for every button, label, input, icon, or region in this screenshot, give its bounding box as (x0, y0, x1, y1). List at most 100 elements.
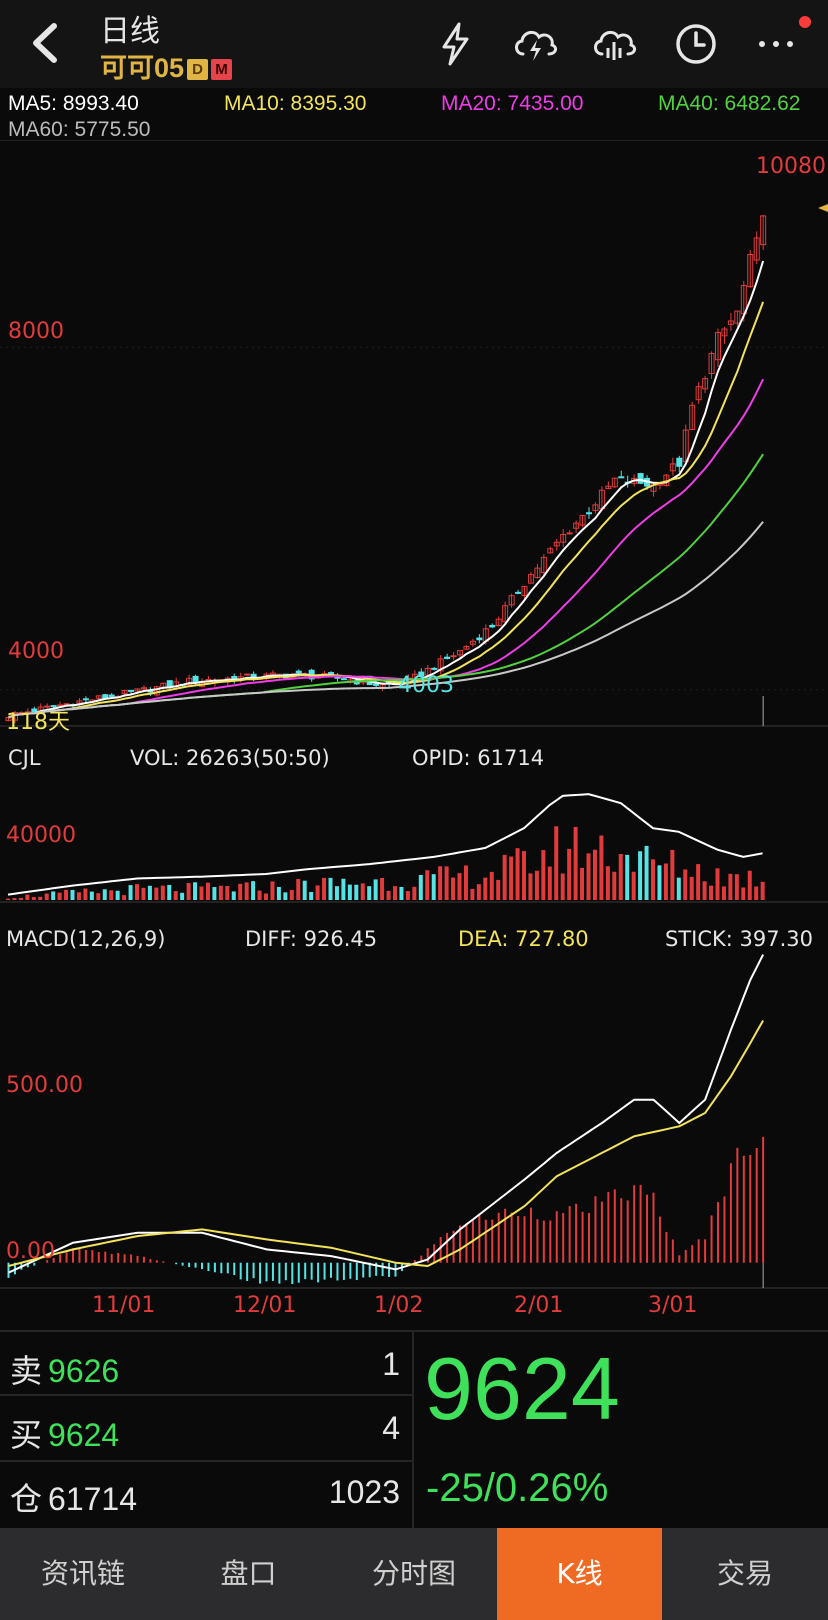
contract-name[interactable]: 可可05 D M (100, 46, 233, 85)
tab-intraday[interactable]: 分时图 (371, 1557, 456, 1590)
candle-66 (431, 666, 438, 671)
vol-bar-36 (238, 883, 243, 900)
x-label-0301: 3/01 (648, 1293, 697, 1318)
vol-bar-61 (399, 886, 404, 900)
days-label: 118天 (6, 710, 70, 735)
vol-bar-79 (515, 848, 520, 900)
buy-row[interactable]: 买 9624 4 (10, 1410, 410, 1456)
candle-107 (695, 382, 702, 404)
vol-bar-90 (586, 853, 591, 900)
vol-bar-35 (231, 891, 236, 900)
candle-109 (708, 351, 715, 379)
vol-bar-23 (154, 887, 159, 900)
vol-bar-40 (264, 893, 268, 900)
kline-chart[interactable]: 8000 4000 10080 4003 118天 CJL VOL: 26263… (0, 140, 828, 1330)
vol-bar-81 (528, 873, 533, 900)
vol-bar-104 (676, 877, 681, 900)
candle-85 (553, 538, 560, 551)
vol-bar-114 (741, 887, 746, 900)
vol-bar-31 (205, 882, 210, 900)
vol-bar-97 (631, 871, 636, 900)
oi-label: 仓 (10, 1481, 43, 1517)
vol-bar-6 (44, 893, 49, 900)
cloud-upload-icon[interactable] (590, 20, 638, 68)
candle-14 (95, 695, 102, 700)
candle-70 (457, 649, 463, 658)
cloud-lightning-icon[interactable] (511, 20, 559, 68)
vol-bar-15 (102, 889, 107, 900)
tab-kline[interactable]: K线 (497, 1528, 662, 1620)
ma10-label: MA10: 8395.30 (224, 92, 367, 115)
vol-bar-44 (289, 890, 294, 900)
vol-bar-55 (360, 883, 365, 900)
vol-bar-52 (341, 878, 346, 900)
diff-line (8, 954, 764, 1274)
candle-72 (469, 638, 476, 647)
candle-95 (618, 470, 625, 479)
vol-bar-80 (522, 851, 526, 900)
high-label: 10080 (756, 154, 826, 179)
vol-bar-113 (734, 874, 739, 900)
vol-bar-49 (322, 877, 327, 900)
clock-icon[interactable] (672, 20, 720, 68)
vol-bar-88 (573, 826, 578, 900)
vol-bar-115 (747, 870, 752, 900)
candle-88 (573, 520, 580, 534)
flash-icon[interactable] (432, 20, 480, 68)
candle-89 (579, 515, 586, 528)
candle-16 (108, 693, 115, 698)
vol-bar-110 (715, 868, 720, 900)
sell-row[interactable]: 卖 9626 1 (10, 1346, 410, 1392)
oi-change: 1023 (328, 1474, 400, 1510)
vol-bar-84 (547, 866, 552, 900)
vol-bar-96 (625, 854, 630, 900)
x-label-1101: 11/01 (92, 1293, 155, 1318)
ma20-label: MA20: 7435.00 (441, 92, 584, 115)
vol-bar-69 (451, 877, 456, 900)
candle-87 (566, 530, 573, 535)
vol-panel-label: CJL (8, 746, 41, 770)
vol-bar-51 (334, 886, 339, 900)
vol-bar-20 (135, 884, 139, 900)
bottom-tab-bar: 资讯链 盘口 分时图 K线 交易 (0, 1528, 828, 1620)
sell-label: 卖 (10, 1353, 43, 1389)
stick-readout: STICK: 397.30 (665, 927, 813, 951)
vol-bar-75 (489, 871, 494, 900)
vol-bar-24 (160, 885, 165, 900)
vol-bar-47 (309, 891, 314, 900)
vol-bar-12 (83, 888, 88, 900)
macd-lines (8, 954, 764, 1274)
candle-68 (444, 653, 451, 660)
sell-qty: 1 (382, 1346, 400, 1382)
candle-104 (676, 455, 683, 473)
vol-bar-103 (670, 849, 675, 900)
candle-106 (689, 401, 696, 431)
tab-news-chain[interactable]: 资讯链 (40, 1557, 125, 1590)
vol-bar-37 (244, 882, 249, 900)
tab-trade[interactable]: 交易 (716, 1557, 773, 1590)
ma60-label: MA60: 5775.50 (8, 118, 151, 141)
more-icon[interactable] (752, 20, 800, 68)
candles (5, 214, 767, 724)
candle-110 (715, 328, 721, 367)
vol-bar-85 (554, 826, 559, 900)
macd-bars (7, 1136, 765, 1285)
oi-line (7, 793, 763, 896)
vol-bar-19 (128, 885, 133, 900)
vol-bar-105 (683, 869, 688, 900)
vol-bar-42 (276, 887, 281, 900)
vol-bar-56 (367, 886, 372, 900)
candle-84 (547, 546, 554, 554)
vol-bar-107 (696, 864, 701, 900)
tab-order-book[interactable]: 盘口 (220, 1557, 277, 1590)
vol-bar-4 (31, 897, 36, 900)
candle-24 (160, 682, 167, 691)
current-price-marker (818, 204, 828, 212)
macd-panel-label: MACD(12,26,9) (6, 927, 166, 951)
vol-bar-17 (115, 890, 120, 900)
vol-bar-100 (651, 859, 655, 900)
vol-bar-32 (212, 887, 217, 900)
ma40-label: MA40: 6482.62 (658, 92, 801, 115)
back-icon[interactable] (22, 18, 72, 68)
vol-bar-78 (509, 856, 514, 900)
